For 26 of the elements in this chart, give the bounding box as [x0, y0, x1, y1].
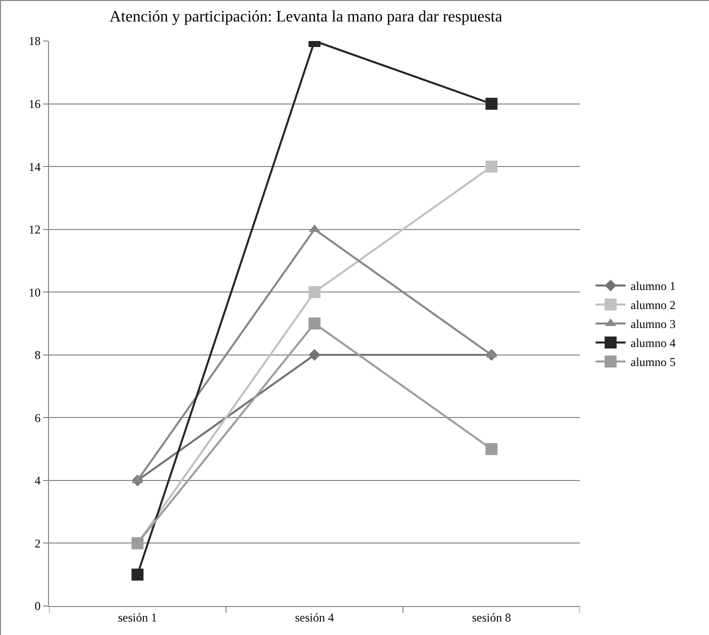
point: [308, 286, 320, 298]
y-tick-label: 6: [34, 410, 41, 425]
y-tick-label: 16: [28, 96, 41, 111]
chart-title: Atención y participación: Levanta la mano para dar respuesta: [110, 8, 502, 26]
y-tick-label: 0: [34, 599, 41, 614]
y-tick-label: 18: [28, 34, 41, 48]
y-tick-label: 8: [34, 348, 41, 362]
point: [486, 98, 498, 110]
point: [132, 568, 144, 581]
legend-label: alumno 3: [630, 317, 676, 332]
legend-label: alumno 5: [630, 355, 676, 370]
point: [308, 349, 320, 361]
point: [486, 443, 498, 456]
y-tick-label: 12: [28, 222, 41, 237]
point: [486, 160, 498, 173]
x-tick-label: sesión 1: [118, 610, 157, 624]
legend-label: alumno 1: [630, 279, 676, 294]
legend-label: alumno 2: [630, 298, 676, 312]
point: [308, 318, 320, 330]
y-tick-label: 14: [28, 160, 41, 174]
legend-label: alumno 4: [630, 336, 676, 350]
y-tick-label: 10: [28, 285, 41, 300]
x-tick-label: sesión 4: [295, 610, 334, 624]
y-tick-label: 2: [34, 536, 41, 550]
x-tick-label: sesión 8: [472, 610, 511, 624]
y-tick-label: 4: [34, 474, 41, 488]
